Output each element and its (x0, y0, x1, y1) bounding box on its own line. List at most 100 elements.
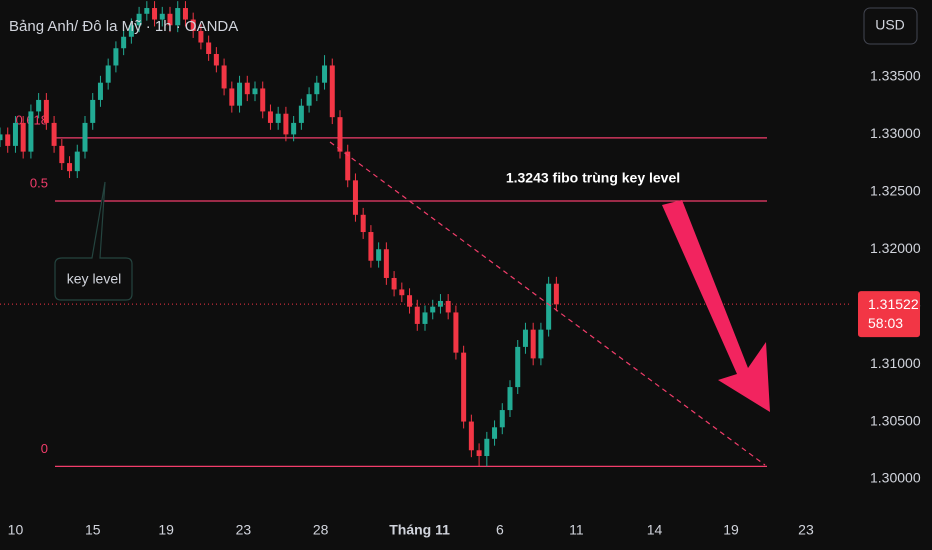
candle-body (74, 151, 80, 172)
candle-body (121, 36, 127, 49)
candle-body (97, 82, 103, 100)
x-tick-label: Tháng 11 (389, 522, 450, 538)
candle-body (67, 163, 73, 172)
candle-body (530, 329, 536, 359)
x-tick-label: 19 (723, 522, 739, 538)
axes: 1.300001.305001.310001.315001.320001.325… (8, 68, 921, 538)
candle-body (414, 306, 420, 324)
candle-body (399, 289, 405, 296)
x-tick-label: 15 (85, 522, 101, 538)
x-tick-label: 10 (8, 522, 24, 538)
candle-body (430, 306, 436, 313)
candle-body (182, 8, 188, 20)
candle-body (352, 180, 358, 215)
candle-body (553, 283, 559, 305)
candle-body (476, 450, 482, 457)
candle-body (345, 151, 351, 181)
x-tick-label: 14 (647, 522, 663, 538)
candle-body (198, 31, 204, 43)
price-tag-value: 1.31522 (868, 296, 919, 312)
candle-body (152, 8, 158, 20)
candle-body (144, 8, 150, 14)
candle-body (43, 99, 49, 123)
callout-box (54, 181, 133, 301)
candle-body (515, 346, 521, 388)
y-tick-label: 1.31000 (870, 355, 921, 371)
y-tick-label: 1.30500 (870, 412, 921, 428)
x-tick-label: 19 (158, 522, 174, 538)
currency: USD (875, 17, 905, 33)
candle-body (59, 145, 65, 164)
candle-body (468, 421, 474, 451)
y-tick-label: 1.33500 (870, 68, 921, 84)
y-tick-label: 1.32500 (870, 183, 921, 199)
candle-body (453, 312, 459, 353)
chart-title: Bảng Anh/ Đô la Mỹ · 1h · OANDA (9, 18, 238, 35)
candle-body (90, 99, 96, 123)
candle-body (422, 312, 428, 324)
candle-body (314, 82, 320, 95)
candle-body (538, 329, 544, 359)
candle-body (252, 88, 258, 95)
y-tick-label: 1.30000 (870, 470, 921, 486)
candle-body (322, 65, 328, 83)
annotation: 1.3243 fibo trùng key level (506, 170, 680, 186)
candle-body (51, 122, 57, 146)
candle-body (229, 88, 235, 106)
currency-button[interactable] (863, 7, 918, 45)
candle-body (337, 117, 343, 152)
candle-body (20, 122, 26, 152)
price-tag (858, 291, 920, 338)
y-tick-label: 1.32000 (870, 240, 921, 256)
candle-body (175, 8, 181, 26)
x-tick-label: 23 (798, 522, 814, 538)
candle-body (484, 438, 490, 457)
candle-body (522, 329, 528, 347)
candle-body (5, 134, 11, 146)
candle-body (105, 65, 111, 83)
candle-body (82, 122, 88, 152)
candle-body (128, 25, 134, 37)
x-tick-label: 11 (569, 522, 584, 538)
candle-body (329, 65, 335, 118)
fib-level-label: 0.5 (30, 175, 48, 190)
candle-body (260, 88, 266, 112)
candle-body (492, 427, 498, 439)
candle-body (206, 42, 212, 54)
candle-body (283, 113, 289, 135)
candle-body (499, 410, 505, 428)
x-tick-label: 6 (496, 522, 504, 538)
candle-body (368, 232, 374, 261)
candle-body (113, 48, 119, 66)
y-tick-label: 1.33000 (870, 125, 921, 141)
candle-body (167, 13, 173, 26)
candle-body (407, 295, 413, 307)
countdown: 58:03 (868, 315, 903, 331)
candle-body (360, 214, 366, 233)
callout-text: key level (67, 271, 121, 287)
candle-body (237, 82, 243, 106)
candle-body (507, 387, 513, 411)
arrow (662, 200, 770, 412)
candle-body (244, 82, 250, 95)
candle-body (298, 105, 304, 123)
candle-body (221, 65, 227, 89)
candle-body (190, 19, 196, 32)
x-tick-label: 28 (313, 522, 329, 538)
candle-body (275, 113, 281, 123)
candle-body (376, 249, 382, 261)
x-tick-label: 23 (236, 522, 252, 538)
candle-body (267, 111, 273, 123)
candle-body (306, 94, 312, 106)
candle-body (12, 122, 18, 146)
candle-body (213, 53, 219, 66)
candle-body (383, 249, 389, 278)
candle-body (546, 283, 552, 330)
candle-body (136, 13, 142, 26)
candle-body (291, 122, 297, 135)
candle-body (159, 13, 165, 20)
candle-body (28, 111, 34, 152)
candle-body (461, 352, 467, 422)
